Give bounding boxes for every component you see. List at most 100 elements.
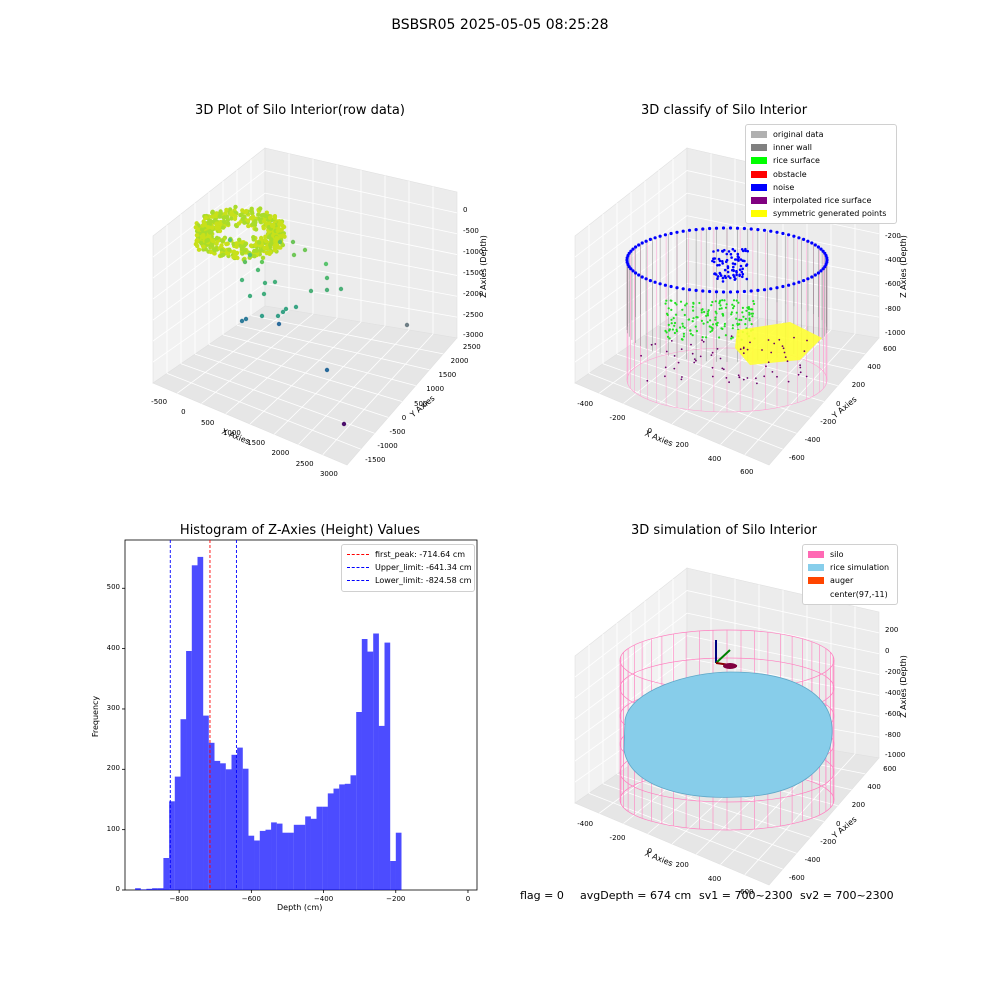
rice-surface-point <box>736 322 739 325</box>
noise-point <box>721 280 725 283</box>
simulation-z-tick: 200 <box>885 626 899 635</box>
interpolated-point <box>781 345 784 347</box>
rice-surface-point <box>709 319 712 322</box>
rice-surface-point <box>700 319 704 322</box>
interpolated-point <box>711 375 714 378</box>
simulation-z-tick: -600 <box>885 709 901 718</box>
histogram-bar <box>282 832 289 890</box>
simulation-panel-title: 3D simulation of Silo Interior <box>631 523 817 538</box>
interpolated-point <box>695 359 697 362</box>
noise-point <box>742 226 747 231</box>
raw-z-tick: 0 <box>463 206 468 215</box>
raw-data-point <box>324 367 330 373</box>
raw-data-point <box>243 316 249 322</box>
raw-data-point <box>291 252 297 258</box>
legend-swatch <box>751 144 767 152</box>
histogram-bar <box>339 784 345 890</box>
noise-point <box>687 288 692 292</box>
classify-z-tick: -400 <box>885 255 901 264</box>
rice-surface-point <box>730 313 733 316</box>
grid-line <box>249 321 362 425</box>
histogram-bar <box>316 806 323 890</box>
raw-data-point <box>224 241 229 247</box>
rice-surface-point <box>670 318 673 321</box>
noise-point <box>681 287 685 291</box>
histogram-bar <box>197 556 204 890</box>
rice-surface-point <box>709 330 712 333</box>
noise-point <box>727 250 731 253</box>
legend-swatch <box>808 577 824 585</box>
raw-y-tick: 0 <box>401 413 407 422</box>
raw-data-point <box>274 235 279 241</box>
grid-line <box>574 215 688 300</box>
noise-point <box>714 226 719 230</box>
noise-point <box>648 279 653 283</box>
simulation-x-tick: 400 <box>707 874 722 883</box>
raw-x-tick: 0 <box>181 408 186 417</box>
simulation-y-tick: 600 <box>883 765 897 774</box>
raw-data-point <box>269 236 274 242</box>
noise-point <box>729 252 733 256</box>
raw-data-point <box>214 235 220 241</box>
noise-point <box>634 271 638 275</box>
raw-data-point <box>255 267 261 273</box>
grid-line <box>686 657 880 696</box>
legend-line-swatch <box>347 567 369 569</box>
footer-sv1: sv1 = 700~2300 <box>699 889 793 902</box>
noise-point <box>675 286 679 290</box>
raw-y-tick: 1000 <box>426 385 445 394</box>
raw-data-point <box>248 243 254 248</box>
raw-data-point <box>264 245 269 250</box>
rice-surface-point <box>689 329 692 332</box>
rice-surface-point <box>698 301 701 305</box>
rice-surface-point <box>735 311 738 314</box>
auger-marker <box>723 663 737 669</box>
raw-data-point <box>229 216 234 221</box>
classify-x-tick: 400 <box>707 454 722 463</box>
raw-data-point <box>240 216 245 222</box>
histogram-bar <box>163 858 170 890</box>
grid-line <box>720 329 832 445</box>
histogram-bar <box>310 818 317 890</box>
rice-surface-point <box>692 309 695 312</box>
interpolated-point <box>739 348 742 351</box>
raw-data-point <box>227 237 233 243</box>
simulation-legend-item: rice simulation <box>808 561 892 574</box>
rice-surface-point <box>735 299 738 302</box>
grid-line <box>264 237 458 276</box>
raw-data-point <box>247 293 253 299</box>
interpolated-point <box>786 360 789 363</box>
noise-point <box>739 264 743 268</box>
grid-line <box>264 170 458 214</box>
raw-data-point <box>280 242 285 248</box>
rice-surface-point <box>668 337 671 340</box>
noise-point <box>721 276 725 280</box>
classify-legend-item: inner wall <box>751 141 891 154</box>
noise-point <box>733 278 737 281</box>
raw-data-point <box>242 248 248 253</box>
interpolated-point <box>719 357 722 360</box>
raw-data-point <box>269 241 274 246</box>
grid-line <box>264 260 458 297</box>
interpolated-point <box>670 340 673 342</box>
noise-point <box>708 226 712 231</box>
noise-point <box>802 279 806 283</box>
noise-point <box>648 237 653 241</box>
interpolated-point <box>778 338 781 341</box>
histogram-x-axis-label: Depth (cm) <box>277 903 323 912</box>
rice-surface-point <box>714 300 717 303</box>
rice-surface-point <box>672 317 675 320</box>
noise-point <box>775 230 779 234</box>
raw-data-point <box>206 225 211 230</box>
histogram-bar <box>237 747 243 890</box>
rice-surface-point <box>684 304 687 307</box>
rice-surface-point <box>666 335 670 338</box>
raw-x-tick: -500 <box>151 398 168 407</box>
raw-data-point <box>194 233 200 238</box>
rice-surface-point <box>720 307 723 310</box>
noise-point <box>714 290 719 294</box>
rice-surface-point <box>723 322 727 325</box>
rice-surface-point <box>731 303 734 306</box>
raw-data-point <box>276 321 282 327</box>
